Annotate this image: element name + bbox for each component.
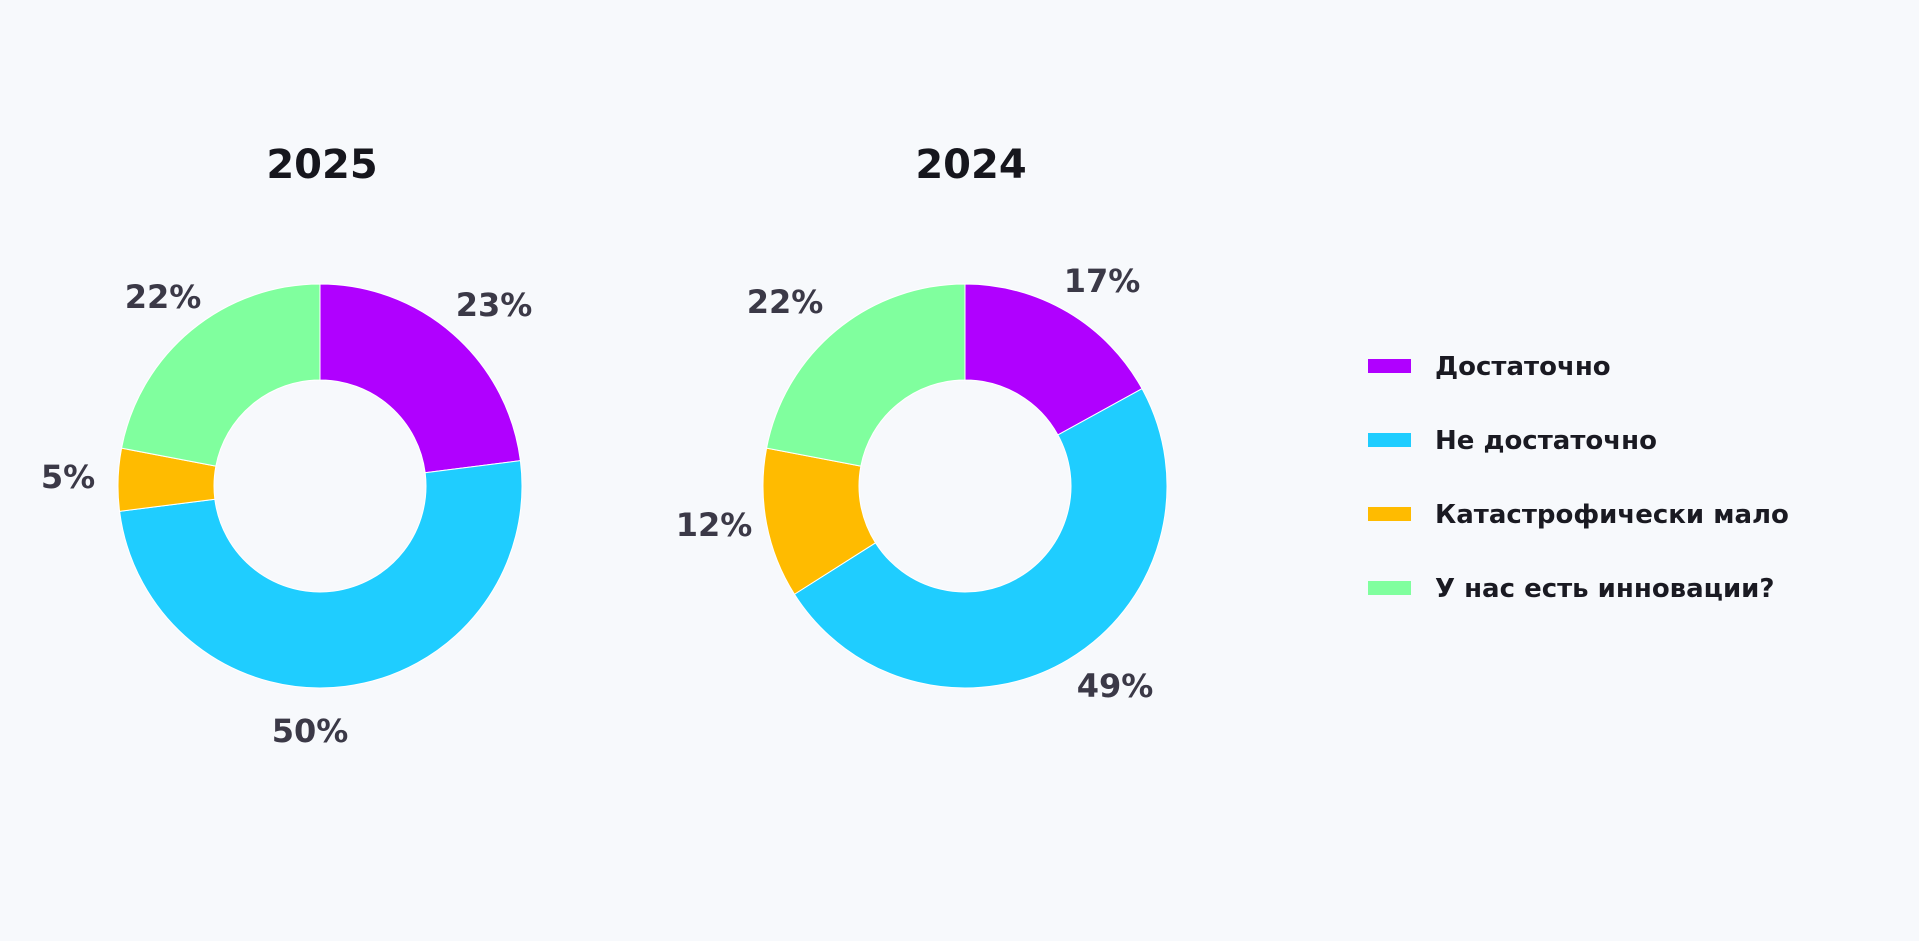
donut-chart-2024: 2024 17% 49% 12% 22%	[676, 142, 1168, 705]
donut-chart-2025: 2025 23% 50% 5% 22%	[41, 142, 532, 750]
legend: Достаточно Не достаточно Катастрофически м…	[1368, 352, 1789, 604]
donut-slice[interactable]	[964, 283, 1143, 436]
legend-swatch	[1368, 507, 1411, 521]
legend-swatch	[1368, 433, 1411, 447]
legend-label: У нас есть инновации?	[1435, 574, 1774, 604]
donut-slice[interactable]	[765, 283, 966, 467]
legend-label: Достаточно	[1435, 352, 1611, 382]
legend-item[interactable]: Не достаточно	[1368, 426, 1657, 456]
legend-item[interactable]: Достаточно	[1368, 352, 1611, 382]
legend-item[interactable]: Катастрофически мало	[1368, 500, 1789, 530]
slice-value-label: 22%	[747, 283, 824, 321]
legend-item[interactable]: У нас есть инновации?	[1368, 574, 1774, 604]
legend-label: Не достаточно	[1435, 426, 1657, 456]
legend-label: Катастрофически мало	[1435, 500, 1789, 530]
slice-value-label: 49%	[1077, 667, 1154, 705]
donut-slice[interactable]	[120, 283, 321, 467]
donut-slice[interactable]	[793, 388, 1168, 689]
slice-value-label: 5%	[41, 458, 95, 496]
legend-swatch	[1368, 359, 1411, 373]
slice-value-label: 17%	[1064, 262, 1141, 300]
donut-slice[interactable]	[319, 283, 521, 474]
legend-swatch	[1368, 581, 1411, 595]
slice-value-label: 50%	[272, 712, 349, 750]
slice-value-label: 23%	[456, 286, 533, 324]
slice-value-label: 12%	[676, 506, 753, 544]
donut-slice[interactable]	[119, 460, 523, 689]
chart-title: 2024	[915, 142, 1026, 188]
slice-value-label: 22%	[125, 278, 202, 316]
chart-title: 2025	[266, 142, 377, 188]
